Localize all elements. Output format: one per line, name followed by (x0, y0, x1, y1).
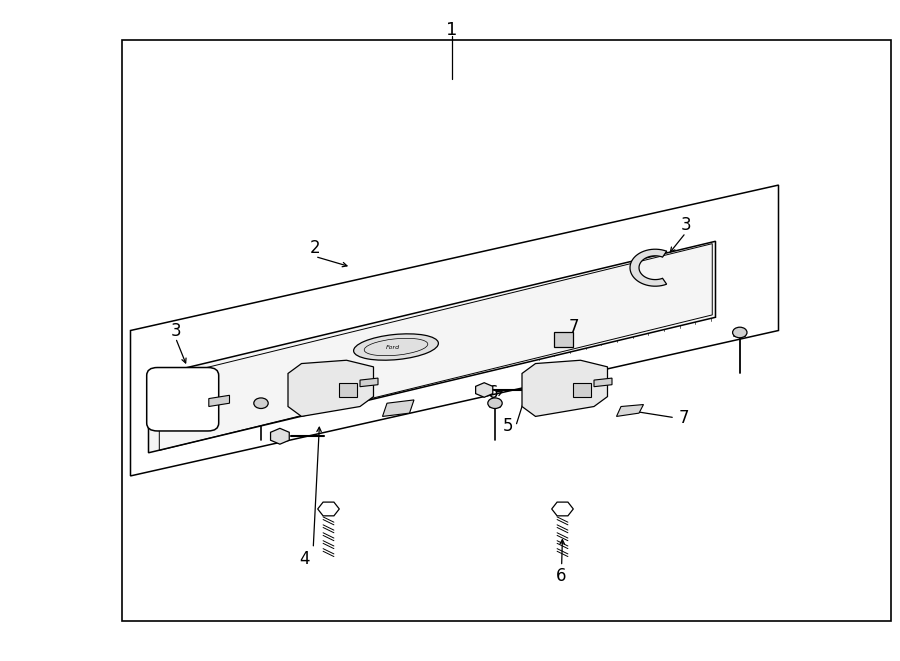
Text: 7: 7 (569, 318, 580, 336)
Polygon shape (271, 428, 289, 444)
Text: 1: 1 (446, 20, 457, 39)
Circle shape (488, 398, 502, 408)
Text: 7: 7 (679, 408, 689, 427)
Circle shape (733, 327, 747, 338)
Polygon shape (360, 378, 378, 387)
Polygon shape (288, 360, 374, 416)
Text: 4: 4 (299, 549, 310, 568)
Text: 2: 2 (310, 239, 320, 257)
Polygon shape (522, 360, 608, 416)
Text: 3: 3 (170, 321, 181, 340)
FancyBboxPatch shape (147, 368, 219, 431)
Circle shape (254, 398, 268, 408)
Bar (339, 383, 357, 397)
Polygon shape (318, 502, 339, 516)
Polygon shape (552, 502, 573, 516)
Polygon shape (616, 405, 643, 416)
Text: 6: 6 (488, 384, 499, 403)
Text: 6: 6 (556, 567, 567, 586)
Polygon shape (630, 249, 667, 286)
Text: 5: 5 (503, 417, 514, 436)
Polygon shape (475, 383, 493, 397)
Bar (554, 332, 573, 347)
Bar (573, 383, 591, 397)
Bar (122, 40, 891, 621)
Polygon shape (382, 400, 414, 416)
Polygon shape (209, 395, 230, 407)
Ellipse shape (354, 334, 438, 360)
Polygon shape (148, 241, 716, 453)
Polygon shape (594, 378, 612, 387)
Text: Ford: Ford (385, 344, 400, 350)
Text: 3: 3 (680, 215, 691, 234)
Polygon shape (130, 185, 778, 476)
